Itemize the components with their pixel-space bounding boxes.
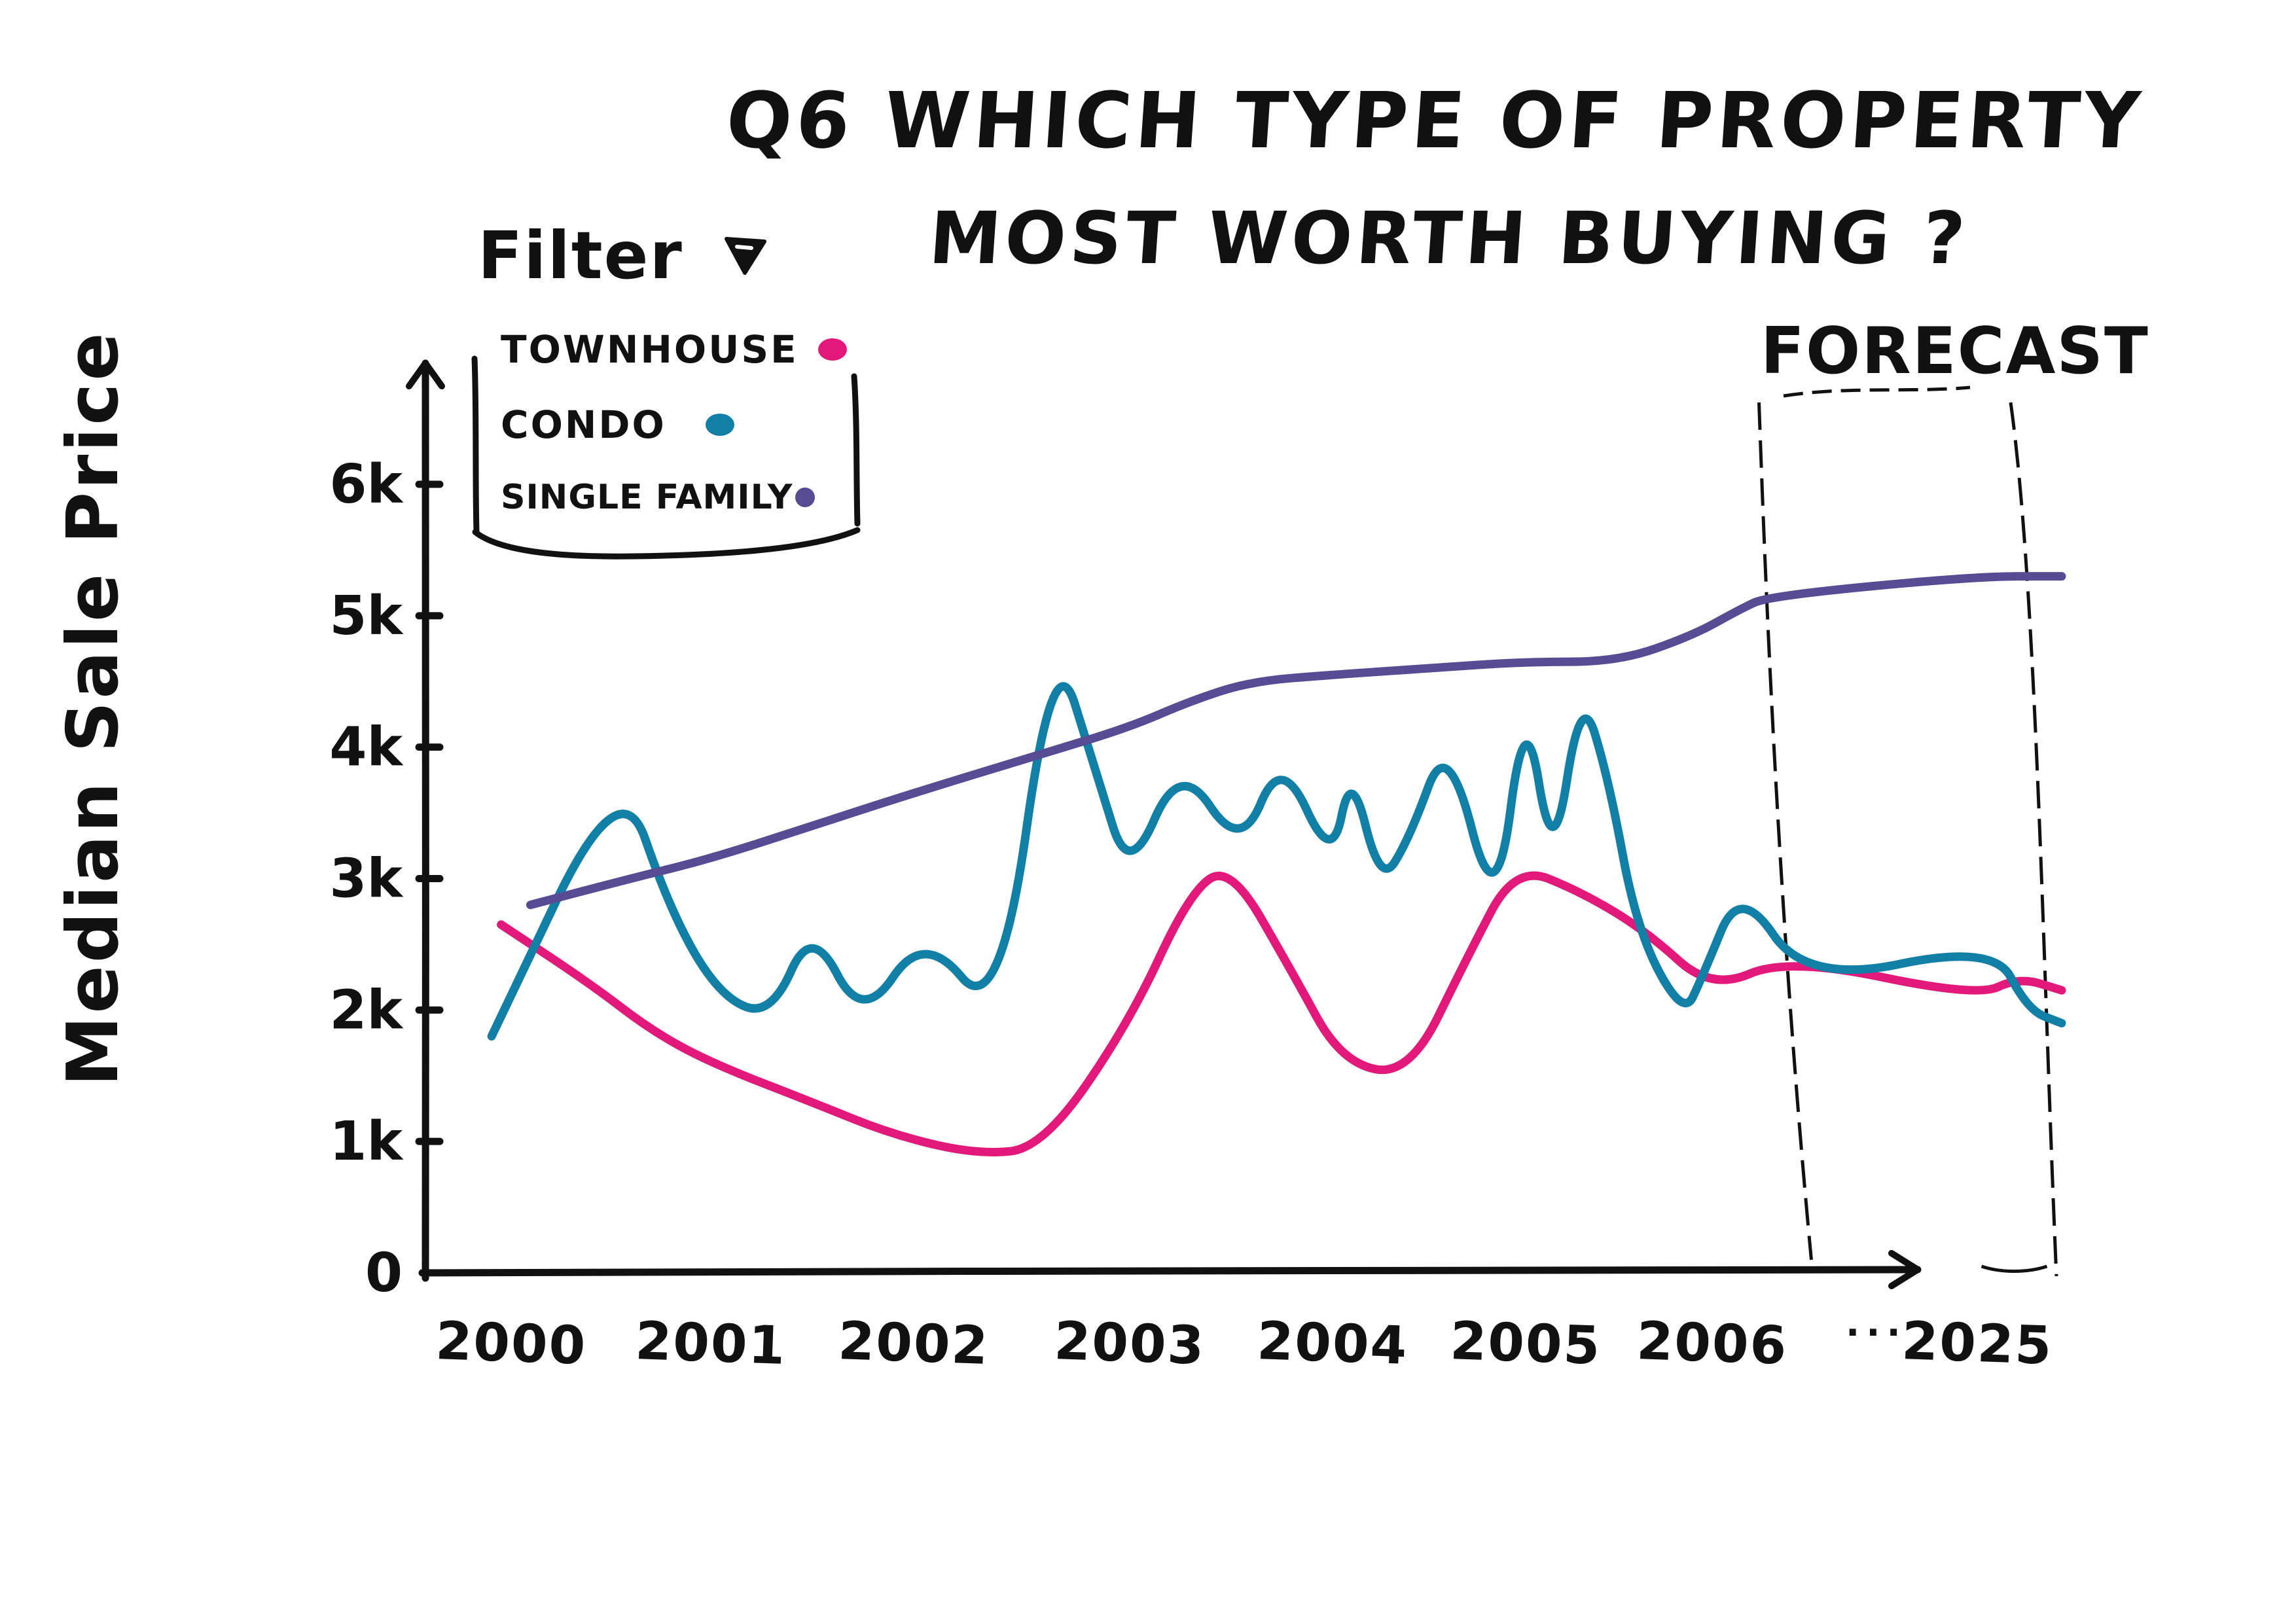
- y-axis-title: Median Sale Price: [52, 330, 134, 1086]
- legend-label-single-family: SINGLE FAMILY: [501, 478, 793, 517]
- y-tick-label: 4k: [329, 717, 404, 779]
- filter-label: Filter: [478, 217, 683, 294]
- legend-swatch-townhouse: [817, 338, 847, 361]
- y-axis-title-text: Median Sale Price: [52, 330, 134, 1086]
- x-tick-label: 2005: [1449, 1310, 1602, 1376]
- legend-frame: [471, 355, 861, 560]
- y-tick-label: 3k: [329, 848, 404, 910]
- tick-layer: 0 1k 2k 3k 4k 5k 6k 2000 2001 2002 2003 2004 2005 200…: [329, 454, 2053, 1376]
- x-tick-label: 2006: [1636, 1310, 1789, 1376]
- legend-label-townhouse: TOWNHOUSE: [501, 327, 798, 372]
- forecast-region: [1757, 402, 2058, 1277]
- y-tick-label: 1k: [329, 1111, 404, 1173]
- legend-item-single-family[interactable]: SINGLE FAMILY: [501, 478, 816, 517]
- legend-item-townhouse[interactable]: TOWNHOUSE: [501, 327, 847, 372]
- forecast-region-left-edge: [1757, 402, 1813, 1260]
- forecast-region-bottom-edge: [1981, 1264, 2048, 1273]
- x-axis-break-ellipsis: ...: [1846, 1302, 1907, 1345]
- series-line-townhouse[interactable]: [497, 871, 2066, 1156]
- x-axis-line: [418, 1266, 1922, 1277]
- arrow-up-icon: [406, 360, 445, 389]
- legend-swatch-single-family: [795, 488, 816, 507]
- legend-label-condo: CONDO: [501, 402, 666, 447]
- x-tick-label: 2000: [435, 1310, 588, 1376]
- forecast-underline: [1783, 385, 1971, 398]
- dropdown-triangle-icon[interactable]: [723, 232, 768, 278]
- y-tick-label: 0: [365, 1242, 403, 1304]
- x-tick-label: 2025: [1901, 1310, 2054, 1376]
- series-line-single-family[interactable]: [526, 572, 2066, 910]
- y-tick-label: 5k: [329, 585, 404, 647]
- arrow-right-icon: [1888, 1250, 1921, 1289]
- forecast-label: FORECAST: [1761, 314, 2149, 389]
- forecast-region-right-edge: [2009, 402, 2058, 1277]
- legend-item-condo[interactable]: CONDO: [501, 402, 734, 447]
- x-tick-label: 2002: [837, 1310, 990, 1376]
- x-tick-label: 2004: [1256, 1310, 1409, 1376]
- filter-dropdown[interactable]: Filter: [478, 216, 768, 294]
- x-tick-label: 2001: [634, 1310, 787, 1376]
- y-tick-label: 6k: [329, 454, 404, 516]
- legend-swatch-condo: [705, 414, 734, 436]
- x-tick-label: 2003: [1053, 1310, 1206, 1376]
- legend: TOWNHOUSE CONDO SINGLE FAMILY: [471, 314, 864, 563]
- series-layer: [487, 572, 2066, 1156]
- series-line-condo[interactable]: [487, 682, 2066, 1041]
- y-tick-label: 2k: [329, 979, 404, 1041]
